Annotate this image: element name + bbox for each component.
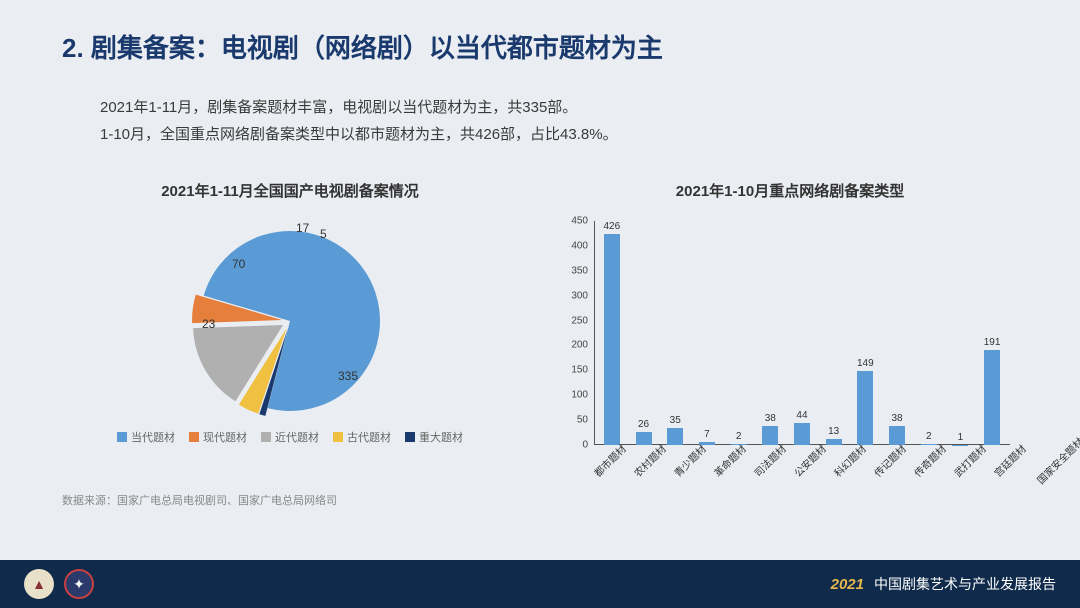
legend-item: 古代题材 bbox=[333, 429, 391, 445]
bar-chart: 050100150200250300350400450 426263572384… bbox=[560, 211, 1020, 501]
pie-slice-label: 335 bbox=[338, 369, 358, 383]
bar-value-label: 38 bbox=[765, 413, 776, 424]
pie-chart: 335 23 70 17 5 bbox=[170, 211, 410, 421]
bar-column: 38 bbox=[881, 221, 913, 445]
bar-column: 1 bbox=[945, 221, 977, 445]
bar-column: 38 bbox=[754, 221, 786, 445]
bar-value-label: 2 bbox=[926, 431, 932, 442]
data-source: 数据来源：国家广电总局电视剧司、国家广电总局网络司 bbox=[62, 492, 337, 508]
bar-column: 2 bbox=[913, 221, 945, 445]
bar-value-label: 7 bbox=[704, 429, 710, 440]
footer-bar: ▲ ✦ 2021 中国剧集艺术与产业发展报告 bbox=[0, 560, 1080, 608]
y-axis-tick: 400 bbox=[571, 240, 588, 251]
slide-title: 2. 剧集备案：电视剧（网络剧）以当代都市题材为主 bbox=[62, 28, 663, 65]
bar-column: 13 bbox=[818, 221, 850, 445]
bar-rect bbox=[984, 350, 1000, 445]
bar-value-label: 26 bbox=[638, 419, 649, 430]
pie-slice-label: 23 bbox=[202, 317, 215, 331]
bar-chart-title: 2021年1-10月重点网络剧备案类型 bbox=[560, 180, 1020, 201]
bar-column: 26 bbox=[628, 221, 660, 445]
y-axis-tick: 450 bbox=[571, 216, 588, 227]
y-axis-tick: 0 bbox=[582, 440, 588, 451]
y-axis-tick: 200 bbox=[571, 340, 588, 351]
y-axis-tick: 150 bbox=[571, 365, 588, 376]
bar-value-label: 35 bbox=[670, 415, 681, 426]
bar-column: 44 bbox=[786, 221, 818, 445]
logo-badge-2-icon: ✦ bbox=[64, 569, 94, 599]
bar-column: 426 bbox=[596, 221, 628, 445]
bar-rect bbox=[794, 423, 810, 445]
bar-rect bbox=[636, 432, 652, 445]
legend-item: 重大题材 bbox=[405, 429, 463, 445]
legend-item: 近代题材 bbox=[261, 429, 319, 445]
bar-category-label: 国家安全题材 bbox=[1033, 434, 1080, 516]
bar-column: 191 bbox=[976, 221, 1008, 445]
bar-value-label: 426 bbox=[604, 221, 621, 232]
legend-item: 现代题材 bbox=[189, 429, 247, 445]
bar-column: 2 bbox=[723, 221, 755, 445]
bar-column: 35 bbox=[659, 221, 691, 445]
bar-chart-block: 2021年1-10月重点网络剧备案类型 0 50 100 150 200 250 300 35… bbox=[560, 180, 1020, 501]
pie-chart-title: 2021年1-11月全国国产电视剧备案情况 bbox=[60, 180, 520, 201]
y-axis-tick: 100 bbox=[571, 390, 588, 401]
legend-item: 当代题材 bbox=[117, 429, 175, 445]
subtitle-line-1: 2021年1-11月，剧集备案题材丰富，电视剧以当代题材为主，共335部。 bbox=[100, 94, 618, 121]
footer-year: 2021 bbox=[831, 576, 864, 593]
footer-report-title: 中国剧集艺术与产业发展报告 bbox=[874, 574, 1056, 594]
pie-slice-label: 70 bbox=[232, 257, 245, 271]
bar-value-label: 44 bbox=[796, 410, 807, 421]
pie-chart-block: 2021年1-11月全国国产电视剧备案情况 335 23 70 17 5 当代题材现代题… bbox=[60, 180, 520, 501]
subtitle-line-2: 1-10月，全国重点网络剧备案类型中以都市题材为主，共426部，占比43.8%。 bbox=[100, 121, 618, 148]
bar-rect bbox=[604, 234, 620, 445]
pie-slice-label: 5 bbox=[320, 227, 327, 241]
y-axis-tick: 350 bbox=[571, 265, 588, 276]
bar-value-label: 1 bbox=[958, 432, 964, 443]
y-axis-tick: 250 bbox=[571, 315, 588, 326]
bar-value-label: 149 bbox=[857, 358, 874, 369]
bar-column: 7 bbox=[691, 221, 723, 445]
slide-subtitle: 2021年1-11月，剧集备案题材丰富，电视剧以当代题材为主，共335部。 1-… bbox=[100, 94, 618, 148]
pie-slice-label: 17 bbox=[296, 221, 309, 235]
bar-value-label: 13 bbox=[828, 426, 839, 437]
y-axis-tick: 300 bbox=[571, 290, 588, 301]
y-axis-tick: 50 bbox=[577, 415, 588, 426]
pie-legend: 当代题材现代题材近代题材古代题材重大题材 bbox=[117, 429, 463, 445]
bar-rect bbox=[857, 371, 873, 445]
bar-column: 149 bbox=[850, 221, 882, 445]
logo-badge-1-icon: ▲ bbox=[24, 569, 54, 599]
bar-rect bbox=[667, 428, 683, 445]
bar-value-label: 191 bbox=[984, 337, 1001, 348]
bar-value-label: 38 bbox=[891, 413, 902, 424]
